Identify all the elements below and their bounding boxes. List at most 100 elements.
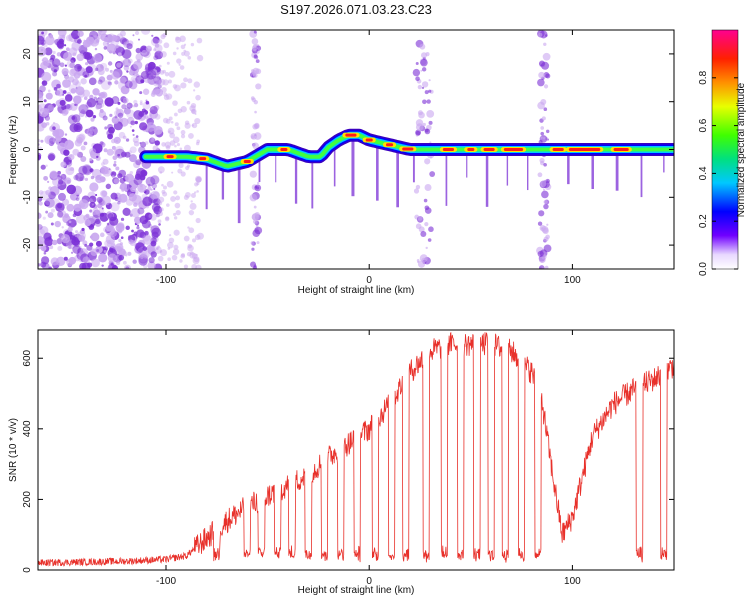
noise-blob (129, 170, 133, 175)
noise-blob (95, 240, 102, 247)
noise-blob (100, 62, 108, 70)
noise-blob (156, 247, 159, 250)
noise-blob (82, 164, 92, 174)
interference-blob (254, 212, 260, 218)
noise-blob (185, 192, 191, 198)
noise-blob (44, 47, 53, 56)
noise-blob (164, 72, 170, 77)
noise-blob (98, 207, 105, 214)
noise-blob (137, 224, 140, 227)
interference-blob (427, 238, 432, 242)
noise-blob (72, 148, 80, 156)
noise-blob (196, 139, 201, 144)
noise-blob (154, 263, 163, 269)
noise-blob (76, 134, 85, 143)
noise-blob (133, 140, 140, 147)
interference-blob (421, 67, 427, 72)
noise-blob (183, 43, 187, 46)
noise-blob (107, 133, 113, 140)
noise-blob (89, 182, 99, 192)
interference-blob (541, 116, 546, 121)
interference-blob (539, 30, 548, 39)
noise-blob (135, 47, 141, 54)
noise-blob (115, 44, 119, 49)
noise-blob (56, 40, 65, 49)
noise-blob (45, 92, 53, 100)
noise-blob (123, 107, 131, 115)
noise-blob (80, 78, 87, 85)
noise-blob (91, 43, 94, 46)
noise-blob (112, 155, 118, 161)
noise-blob (101, 80, 111, 90)
interference-blob (251, 97, 256, 103)
noise-blob (86, 129, 93, 136)
noise-blob (38, 228, 46, 237)
noise-blob (102, 115, 108, 121)
noise-blob (70, 251, 74, 254)
interference-blob (538, 210, 545, 217)
noise-blob (48, 153, 55, 161)
noise-blob (151, 34, 154, 37)
noise-blob (134, 120, 138, 125)
noise-blob (191, 124, 194, 127)
noise-blob (83, 141, 88, 146)
noise-blob (98, 253, 108, 263)
noise-blob (38, 201, 43, 206)
noise-blob (196, 232, 204, 240)
noise-blob (64, 94, 73, 102)
spectrogram-y-label: Frequency (Hz) (8, 116, 19, 185)
noise-blob (96, 155, 99, 159)
noise-blob (172, 51, 177, 56)
noise-blob (56, 256, 66, 267)
noise-blob (102, 167, 112, 177)
noise-blob (70, 167, 75, 172)
noise-blob (72, 245, 81, 254)
noise-blob (39, 190, 50, 201)
interference-blob (253, 265, 258, 269)
noise-blob (48, 186, 52, 190)
interference-blob (253, 30, 257, 34)
noise-blob (149, 106, 158, 115)
interference-blob (424, 128, 429, 133)
noise-blob (124, 80, 133, 89)
noise-blob (114, 109, 122, 117)
y-tick-label: 0 (22, 146, 33, 152)
noise-blob (104, 67, 109, 72)
noise-blob (50, 257, 59, 266)
interference-blob (545, 73, 551, 79)
noise-blob (96, 196, 103, 203)
noise-blob (142, 196, 153, 207)
noise-blob (70, 88, 77, 94)
x-tick-label: 100 (564, 576, 581, 587)
figure-title: S197.2026.071.03.23.C23 (280, 2, 432, 17)
noise-blob (172, 136, 180, 144)
snr-panel: -100 0 100 0 200 400 600 Height of straight l… (8, 329, 675, 596)
noise-blob (111, 116, 120, 124)
noise-blob (38, 35, 45, 45)
noise-blob (50, 222, 54, 226)
noise-blob (169, 234, 172, 237)
noise-blob (40, 261, 47, 268)
interference-blob (420, 69, 423, 72)
noise-blob (167, 127, 175, 135)
noise-blob (105, 234, 116, 245)
noise-blob (195, 217, 201, 224)
interference-blob (251, 45, 258, 51)
noise-blob (123, 65, 130, 71)
noise-blob (40, 139, 44, 143)
noise-blob (127, 58, 133, 64)
noise-blob (76, 102, 79, 105)
noise-blob (128, 154, 137, 163)
noise-blob (150, 175, 160, 185)
noise-blob (84, 243, 88, 247)
interference-blob (413, 188, 420, 194)
noise-blob (51, 239, 58, 246)
interference-blob (543, 107, 548, 112)
noise-blob (132, 34, 135, 37)
noise-blob (65, 166, 75, 176)
noise-blob (90, 175, 95, 180)
noise-blob (111, 175, 115, 179)
noise-blob (107, 81, 111, 85)
noise-blob (49, 34, 54, 39)
